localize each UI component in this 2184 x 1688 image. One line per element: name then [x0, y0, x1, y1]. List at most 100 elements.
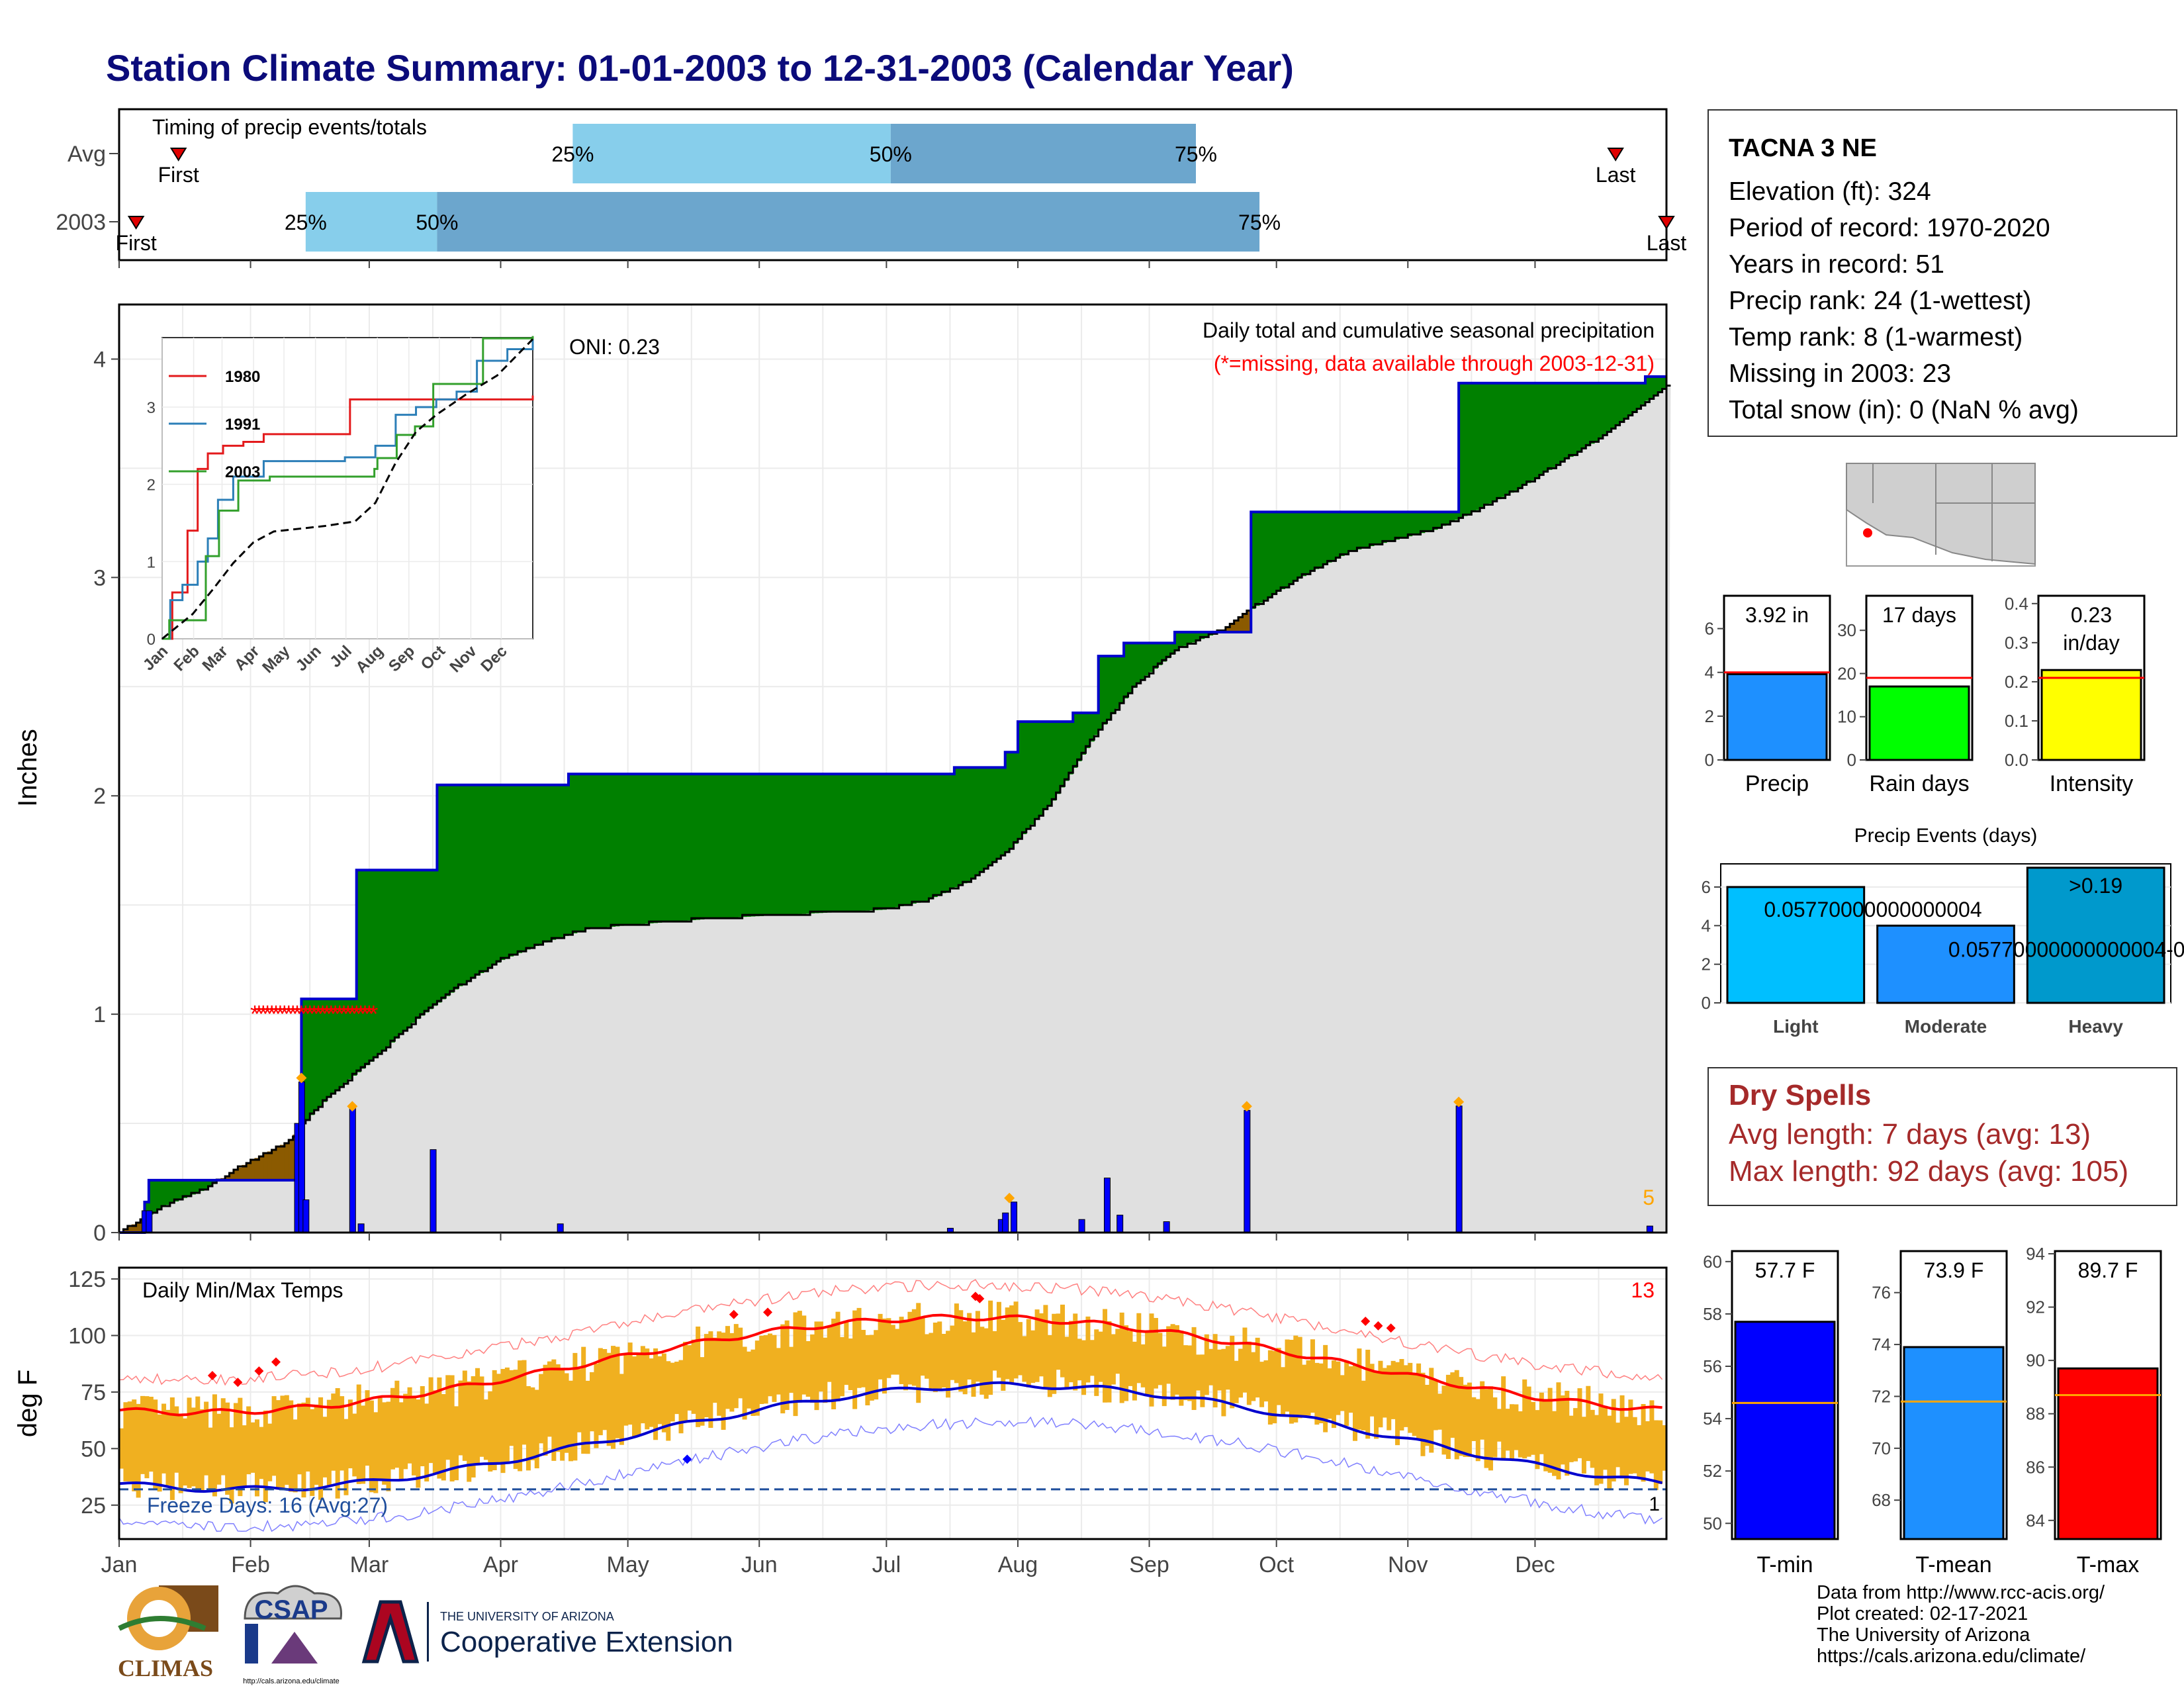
- precip-frame: [118, 303, 1668, 1234]
- record-high-marker: [729, 1309, 739, 1319]
- summary-bar-rain-days: [1860, 594, 1974, 761]
- southwest-map: [1846, 463, 2036, 567]
- inset-ytick-label: 0: [147, 631, 156, 649]
- last-event-marker: [1658, 216, 1675, 230]
- record-high-marker: [254, 1366, 264, 1376]
- month-xtick-label: Feb: [231, 1552, 270, 1577]
- missing-data-marker: *: [343, 1000, 353, 1027]
- dry-spells-box: Dry Spells Avg length: 7 days (avg: 13) …: [1707, 1067, 2177, 1206]
- summary-ytick-label: 0.3: [2005, 633, 2028, 653]
- missing-data-marker: *: [310, 1000, 319, 1027]
- missing-data-marker: *: [284, 1000, 293, 1027]
- csap-logo: CSAP http://cals.arizona.edu/climate: [243, 1585, 342, 1685]
- p25-label: 25%: [285, 211, 327, 234]
- precip-record-count: 5: [1643, 1186, 1655, 1209]
- inset-legend-label: 1991: [225, 416, 260, 434]
- inset-series-2003: [162, 336, 534, 640]
- daily-precip-bar: [1455, 1105, 1463, 1233]
- summary-bar-label: Intensity: [2050, 771, 2134, 796]
- p25-label: 25%: [551, 142, 594, 166]
- precip-events-chart: [1714, 863, 2171, 1004]
- month-xtick-label: Nov: [1388, 1552, 1428, 1577]
- summary-ytick-label: 0.2: [2005, 672, 2028, 692]
- summary-bar-text: 0.23: [2071, 603, 2112, 627]
- summary-bar-label: Rain days: [1869, 771, 1969, 796]
- precip-header: Daily total and cumulative seasonal prec…: [1203, 318, 1655, 342]
- record-high-count: 13: [1631, 1278, 1655, 1302]
- record-high-marker: [1373, 1321, 1383, 1331]
- month-xtick-label: Sep: [1129, 1552, 1169, 1577]
- daily-precip-bar: [430, 1149, 437, 1233]
- inset-ytick-label: 2: [147, 477, 156, 494]
- summary-ytick-label: 10: [1837, 707, 1856, 727]
- missing-data-marker: *: [322, 1000, 332, 1027]
- summary-bar-value: [1868, 685, 1970, 761]
- missing-data-marker: *: [352, 1000, 361, 1027]
- inset-ytick-label: 1: [147, 553, 156, 571]
- missing-data-marker: *: [275, 1000, 285, 1027]
- temp-bar-t-max: [2048, 1250, 2162, 1540]
- summary-ytick-label: 0: [1847, 750, 1856, 770]
- events-bar-text: >0.19: [2069, 874, 2122, 898]
- freeze-days-label: Freeze Days: 16 (Avg:27): [147, 1493, 388, 1517]
- dry-spells-max: Max length: 92 days (avg: 105): [1729, 1155, 2129, 1188]
- daily-precip-bar: [1078, 1219, 1085, 1233]
- station-missing: Missing in 2003: 23: [1729, 359, 1952, 388]
- cumulative-precip-line: [119, 375, 1666, 1234]
- avg-max-line: [118, 1313, 1662, 1417]
- record-high-marker: [271, 1357, 281, 1367]
- last-event-marker: [1607, 148, 1624, 162]
- missing-data-marker: *: [305, 1000, 314, 1027]
- summary-ytick-label: 6: [1705, 619, 1714, 639]
- events-ytick-label: 0: [1702, 993, 1711, 1013]
- summary-bar-text: 17 days: [1882, 603, 1956, 627]
- inset-legend-label: 2003: [225, 463, 260, 481]
- temp-bar-ytick-label: 76: [1872, 1283, 1891, 1303]
- missing-data-marker: *: [361, 1000, 370, 1027]
- temp-bar-t-min: [1725, 1250, 1839, 1540]
- missing-data-marker: *: [301, 1000, 310, 1027]
- precip-ytick-label: 1: [93, 1002, 106, 1027]
- summary-ytick-label: 0.0: [2005, 750, 2028, 770]
- csap-logo-url: http://cals.arizona.edu/climate: [243, 1677, 340, 1685]
- record-high-marker: [207, 1371, 217, 1380]
- precip-ytick-label: 4: [93, 347, 106, 372]
- events-bar-moderate: [1876, 924, 2015, 1004]
- footer-url: https://cals.arizona.edu/climate/: [1817, 1646, 2086, 1667]
- summary-ytick-label: 4: [1705, 663, 1714, 682]
- month-xtick-label: Jul: [872, 1552, 901, 1577]
- record-precip-marker: [1004, 1192, 1015, 1203]
- summary-ytick-label: 2: [1705, 706, 1714, 726]
- station-location-marker: [1863, 528, 1872, 538]
- temp-bar-ytick-label: 58: [1703, 1304, 1722, 1324]
- summary-bar-precip: [1717, 594, 1831, 761]
- record-high-marker: [1386, 1323, 1396, 1333]
- temp-bar-value: [2057, 1367, 2159, 1540]
- precip-panel: [111, 303, 1671, 1241]
- temp-bar-label: T-max: [2077, 1552, 2139, 1577]
- daily-precip-bar: [146, 1210, 153, 1233]
- summary-bar-intensity: [2032, 594, 2146, 761]
- dry-spells-title: Dry Spells: [1729, 1079, 1872, 1111]
- temp-bar-ytick-label: 94: [2026, 1244, 2045, 1264]
- inset-series-1980: [162, 395, 534, 640]
- daily-precip-bar: [557, 1223, 564, 1233]
- record-low-count: 1: [1649, 1493, 1660, 1515]
- ua-cooperative-extension-logo: THE UNIVERSITY OF ARIZONA Cooperative Ex…: [361, 1600, 733, 1664]
- missing-data-marker: *: [335, 1000, 344, 1027]
- temp-bar-ytick-label: 86: [2026, 1457, 2045, 1477]
- record-precip-marker: [1453, 1096, 1465, 1107]
- temp-ylabel: deg F: [13, 1370, 42, 1437]
- footer-credits: Data from http://www.rcc-acis.org/ Plot …: [1817, 1582, 2105, 1667]
- ua-small-text: THE UNIVERSITY OF ARIZONA: [440, 1610, 614, 1623]
- quartile-25-50-bar: [305, 192, 437, 252]
- record-precip-marker: [1241, 1101, 1252, 1112]
- summary-ytick-label: 0.4: [2005, 594, 2028, 614]
- avg-min-line: [118, 1381, 1663, 1493]
- events-bar-label: Moderate: [1905, 1016, 1987, 1037]
- inset-normal-line: [161, 338, 534, 640]
- daily-precip-bar: [1011, 1201, 1018, 1233]
- events-bar-heavy: [2026, 867, 2165, 1004]
- summary-bar-text2: in/day: [2063, 631, 2119, 655]
- first-event-marker: [127, 216, 145, 230]
